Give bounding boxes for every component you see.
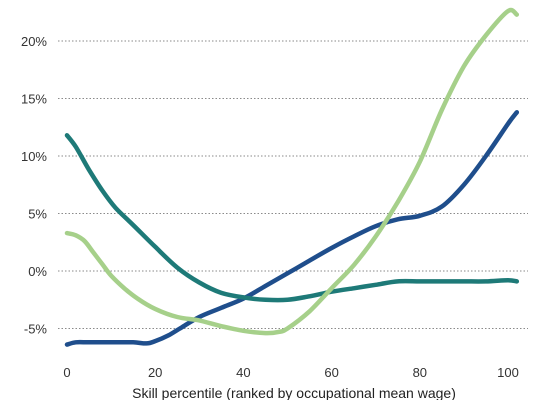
y-tick-label: 5% [28,207,47,222]
x-tick-label: 100 [497,365,519,380]
series-lines [64,7,520,347]
x-tick-label: 0 [63,365,70,380]
y-tick-label: 10% [21,149,47,164]
y-tick-label: 15% [21,92,47,107]
x-axis-title: Skill percentile (ranked by occupational… [132,385,456,400]
series-line-1 [64,110,520,347]
y-tick-label: -5% [24,322,48,337]
x-tick-label: 80 [413,365,427,380]
gridlines [58,40,528,329]
y-axis-tick-labels: -5% 0% 5% 10% 15% 20% [21,34,47,337]
x-tick-label: 20 [148,365,162,380]
x-tick-label: 40 [236,365,250,380]
x-axis-tick-labels: 0 20 40 60 80 100 [63,365,518,380]
y-tick-label: 0% [28,264,47,279]
series-line-3 [64,7,520,336]
y-tick-label: 20% [21,34,47,49]
series-line-2 [64,133,520,303]
x-tick-label: 60 [324,365,338,380]
